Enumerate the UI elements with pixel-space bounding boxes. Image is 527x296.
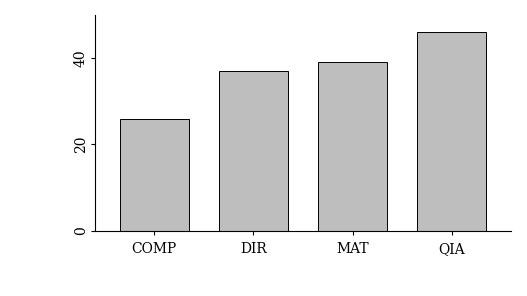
Bar xyxy=(318,62,387,231)
Bar xyxy=(219,71,288,231)
Bar xyxy=(120,118,189,231)
Bar xyxy=(417,32,486,231)
